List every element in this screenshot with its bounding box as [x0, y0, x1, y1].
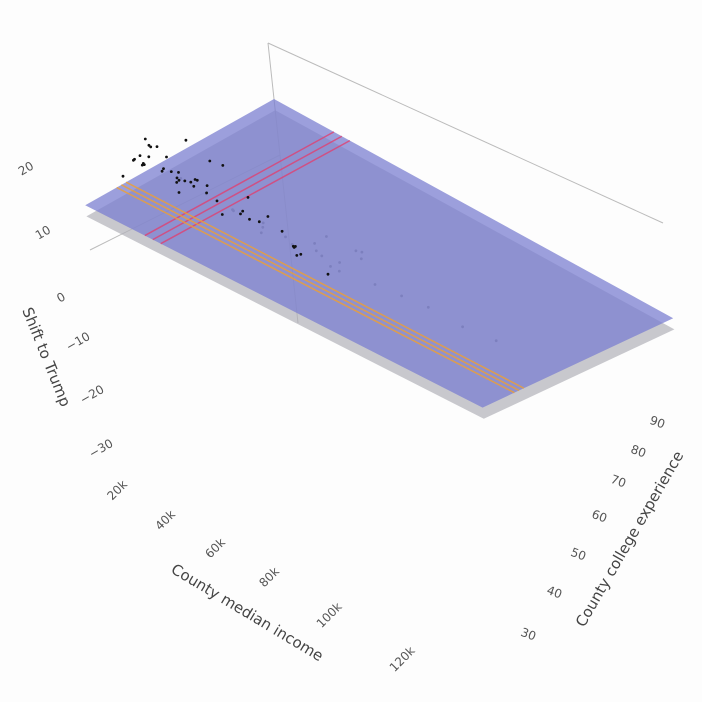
data-point: [147, 143, 151, 147]
data-point: [132, 158, 135, 162]
data-point: [149, 145, 153, 149]
data-point: [257, 220, 261, 224]
data-point: [143, 137, 147, 141]
data-point: [162, 167, 165, 171]
data-point: [205, 184, 209, 188]
data-point: [215, 199, 219, 203]
data-point: [155, 145, 159, 149]
data-point: [177, 171, 180, 174]
data-point: [175, 176, 179, 180]
data-point: [241, 209, 245, 213]
data-point: [295, 254, 299, 257]
data-point: [141, 162, 145, 165]
data-point: [266, 215, 270, 218]
data-point: [239, 212, 242, 216]
data-point: [294, 245, 297, 248]
data-point: [192, 184, 196, 188]
data-point: [326, 272, 330, 276]
data-point: [248, 217, 251, 221]
data-point: [280, 229, 284, 233]
data-point: [220, 213, 224, 216]
data-point: [221, 164, 225, 167]
slice-line-x: [121, 184, 520, 392]
data-point: [189, 180, 193, 184]
slice-line-x: [116, 186, 515, 394]
data-point: [177, 191, 181, 194]
data-point: [195, 178, 199, 182]
data-point: [138, 154, 142, 158]
data-point: [169, 170, 173, 174]
data-point: [183, 179, 187, 183]
data-point: [165, 155, 168, 159]
data-point: [175, 181, 179, 184]
regression-surface-1: [85, 99, 674, 408]
data-point: [121, 174, 125, 178]
data-point: [193, 178, 197, 181]
data-point: [184, 138, 188, 142]
data-point: [299, 252, 303, 256]
slice-line-x: [125, 181, 525, 389]
data-point: [147, 155, 151, 159]
data-point: [246, 196, 250, 199]
data-point: [160, 169, 164, 173]
data-point: [208, 159, 212, 163]
data-point: [205, 191, 209, 195]
data-point: [177, 178, 181, 182]
back-wall-edge: [267, 42, 664, 224]
